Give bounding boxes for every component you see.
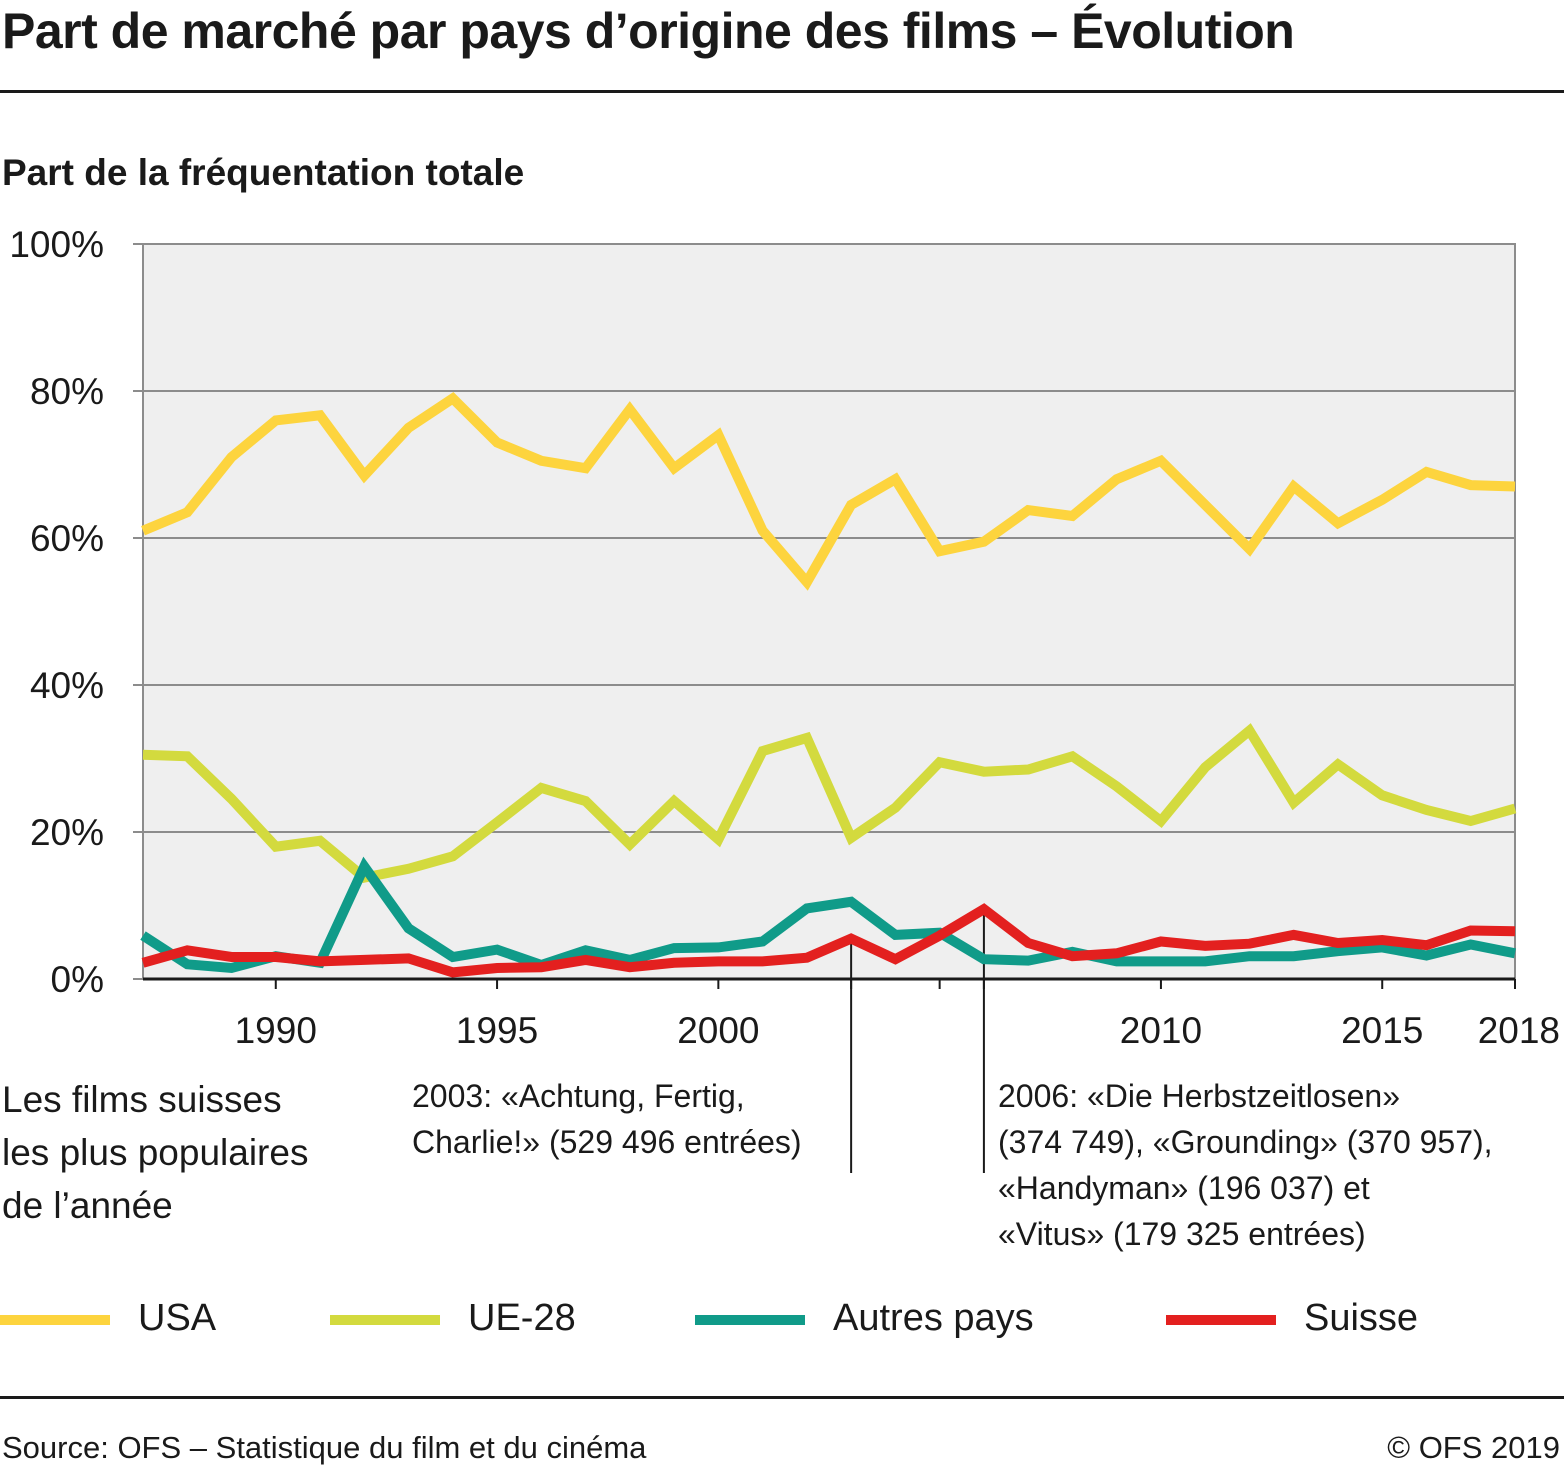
copyright-note: © OFS 2019 [1387, 1430, 1560, 1465]
plot-area [142, 243, 1516, 980]
left-note-line: de l’année [2, 1185, 173, 1226]
legend-swatch-ue28 [330, 1315, 440, 1325]
chart-legend: USA UE-28 Autres pays Suisse [0, 1295, 1564, 1345]
series-line-usa [141, 391, 1516, 591]
left-note-line: les plus populaires [2, 1132, 309, 1173]
annotation-2006-line: «Vitus» (179 325 entrées) [998, 1216, 1366, 1252]
legend-label-usa: USA [138, 1297, 217, 1339]
legend-swatch-usa [0, 1315, 110, 1325]
left-note-line: Les films suisses [2, 1079, 282, 1120]
footer-rule [0, 1396, 1564, 1399]
x-tick-label: 1990 [235, 1010, 317, 1051]
x-tick-label: 2015 [1341, 1010, 1423, 1051]
y-tick-label: 40% [30, 665, 104, 706]
legend-swatch-autres-pays [695, 1315, 805, 1325]
annotation-2006: 2006: «Die Herbstzeitlosen» (374 749), «… [998, 1073, 1493, 1257]
page-title: Part de marché par pays d’origine des fi… [2, 3, 1295, 59]
legend-label-autres-pays: Autres pays [833, 1297, 1034, 1339]
legend-label-ue28: UE-28 [468, 1297, 576, 1339]
x-tick-label: 2018 [1478, 1010, 1560, 1051]
x-tick-label: 1995 [456, 1010, 538, 1051]
title-rule [0, 90, 1564, 93]
annotation-2006-line: 2006: «Die Herbstzeitlosen» [998, 1078, 1401, 1114]
left-note: Les films suisses les plus populaires de… [2, 1073, 308, 1232]
annotation-2003-line: 2003: «Achtung, Fertig, [412, 1078, 745, 1114]
annotation-2006-line: (374 749), «Grounding» (370 957), [998, 1124, 1493, 1160]
legend-swatch-suisse [1166, 1315, 1276, 1325]
annotation-2003: 2003: «Achtung, Fertig, Charlie!» (529 4… [412, 1073, 802, 1165]
annotation-2003-line: Charlie!» (529 496 entrées) [412, 1124, 802, 1160]
y-tick-label: 60% [30, 518, 104, 559]
series-line-suisse [141, 903, 1516, 978]
x-tick-label: 2010 [1120, 1010, 1202, 1051]
x-tick-label: 2000 [677, 1010, 759, 1051]
y-tick-label: 100% [9, 224, 104, 265]
y-tick-label: 20% [30, 812, 104, 853]
annotation-2006-line: «Handyman» (196 037) et [998, 1170, 1370, 1206]
y-tick-label: 0% [51, 959, 104, 1000]
source-note: Source: OFS – Statistique du film et du … [2, 1430, 647, 1465]
y-tick-label: 80% [30, 371, 104, 412]
legend-label-suisse: Suisse [1304, 1297, 1419, 1339]
chart-subtitle: Part de la fréquentation totale [2, 152, 525, 193]
series-line-autres-pays [140, 856, 1516, 974]
